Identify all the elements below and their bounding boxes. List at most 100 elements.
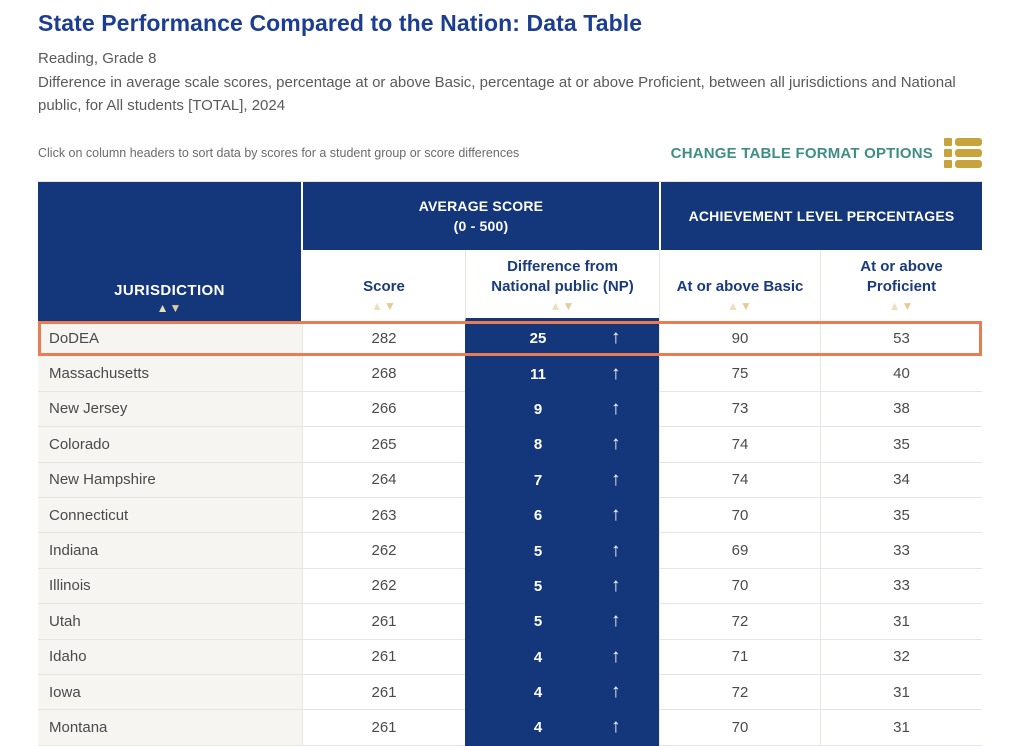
difference-cell: 5 ↑	[465, 604, 659, 640]
up-arrow-icon: ↑	[611, 716, 621, 738]
up-arrow-icon: ↑	[611, 645, 621, 667]
difference-value: 6	[533, 507, 543, 525]
table-row[interactable]: Colorado 265 8 ↑ 74 35	[38, 427, 982, 463]
column-header-difference[interactable]: Difference from National public (NP) ▲▼	[465, 250, 659, 321]
difference-cell: 6 ↑	[465, 497, 659, 534]
difference-cell: 5 ↑	[465, 533, 659, 569]
change-table-format-label: CHANGE TABLE FORMAT OPTIONS	[670, 144, 933, 162]
jurisdiction-cell: Iowa	[38, 674, 303, 711]
difference-value: 5	[533, 542, 543, 560]
score-cell: 268	[303, 356, 465, 392]
proficient-cell: 38	[820, 391, 982, 428]
sort-arrows-icon: ▲▼	[156, 301, 183, 315]
difference-header-line1: Difference from	[507, 257, 618, 275]
score-cell: 261	[303, 640, 465, 675]
table-row[interactable]: Utah 261 5 ↑ 72 31	[38, 604, 982, 640]
up-arrow-icon: ↑	[611, 433, 621, 455]
difference-value: 4	[533, 684, 543, 702]
table-row[interactable]: Idaho 261 4 ↑ 71 32	[38, 639, 982, 675]
sort-arrows-icon: ▲▼	[549, 299, 576, 313]
table-row-dodea[interactable]: DoDEA 282 25 ↑ 90 53	[38, 321, 982, 357]
up-arrow-icon: ↑	[611, 362, 621, 384]
score-cell: 261	[303, 604, 465, 640]
score-cell: 266	[303, 392, 465, 428]
jurisdiction-cell: New Hampshire	[38, 462, 303, 498]
change-table-format-button[interactable]: CHANGE TABLE FORMAT OPTIONS	[671, 138, 982, 168]
up-arrow-icon: ↑	[611, 468, 621, 490]
basic-cell: 74	[659, 427, 820, 463]
jurisdiction-cell: Illinois	[38, 568, 303, 605]
table-row[interactable]: Montana 261 4 ↑ 70 31	[38, 710, 982, 746]
proficient-cell: 33	[820, 533, 982, 569]
score-cell: 262	[303, 533, 465, 569]
difference-value: 8	[533, 436, 543, 454]
table-row[interactable]: New Hampshire 264 7 ↑ 74 34	[38, 462, 982, 498]
score-cell: 265	[303, 427, 465, 463]
difference-cell: 7 ↑	[465, 462, 659, 498]
difference-value: 9	[533, 400, 543, 418]
difference-value: 25	[529, 330, 547, 348]
difference-cell: 11 ↑	[465, 356, 659, 392]
proficient-header-line1: At or above	[860, 257, 943, 275]
sort-arrows-icon: ▲▼	[727, 299, 753, 313]
score-cell: 261	[303, 675, 465, 711]
proficient-cell: 34	[820, 462, 982, 498]
jurisdiction-cell: Utah	[38, 604, 303, 640]
proficient-cell: 33	[820, 568, 982, 605]
difference-cell: 4 ↑	[465, 710, 659, 746]
basic-cell: 75	[659, 356, 820, 392]
subject-grade-subtitle: Reading, Grade 8	[38, 50, 157, 67]
difference-header-line2: National public (NP)	[491, 277, 634, 295]
column-header-jurisdiction[interactable]: JURISDICTION ▲▼	[38, 182, 303, 321]
up-arrow-icon: ↑	[611, 574, 621, 596]
up-arrow-icon: ↑	[611, 397, 621, 419]
difference-cell: 8 ↑	[465, 427, 659, 463]
jurisdiction-header-label: JURISDICTION	[114, 282, 225, 299]
column-header-score[interactable]: Score ▲▼	[303, 250, 465, 321]
sort-hint-text: Click on column headers to sort data by …	[38, 146, 520, 160]
sort-arrows-icon: ▲▼	[888, 299, 915, 313]
proficient-cell: 31	[820, 710, 982, 746]
table-row[interactable]: Indiana 262 5 ↑ 69 33	[38, 533, 982, 569]
table-header: JURISDICTION ▲▼ AVERAGE SCORE (0 - 500) …	[38, 182, 982, 321]
data-table: JURISDICTION ▲▼ AVERAGE SCORE (0 - 500) …	[38, 181, 982, 746]
table-row[interactable]: Illinois 262 5 ↑ 70 33	[38, 568, 982, 605]
difference-cell: 9 ↑	[465, 391, 659, 428]
jurisdiction-cell: Connecticut	[38, 497, 303, 534]
basic-cell: 74	[659, 462, 820, 498]
score-cell: 263	[303, 498, 465, 534]
basic-cell: 72	[659, 674, 820, 711]
table-row[interactable]: New Jersey 266 9 ↑ 73 38	[38, 391, 982, 428]
score-header-label: Score	[363, 277, 405, 295]
table-row[interactable]: Connecticut 263 6 ↑ 70 35	[38, 497, 982, 534]
proficient-cell: 35	[820, 427, 982, 463]
jurisdiction-cell: Indiana	[38, 533, 303, 569]
score-cell: 282	[303, 321, 465, 357]
difference-value: 5	[533, 577, 543, 595]
difference-cell: 4 ↑	[465, 639, 659, 675]
table-row[interactable]: Iowa 261 4 ↑ 72 31	[38, 674, 982, 711]
average-score-label: AVERAGE SCORE	[418, 197, 544, 214]
basic-cell: 72	[659, 604, 820, 640]
column-header-proficient[interactable]: At or above Proficient ▲▼	[820, 250, 982, 321]
basic-cell: 90	[659, 321, 820, 357]
proficient-cell: 53	[820, 321, 982, 357]
up-arrow-icon: ↑	[611, 681, 621, 703]
basic-cell: 70	[659, 497, 820, 534]
jurisdiction-cell: Massachusetts	[38, 356, 303, 392]
proficient-cell: 32	[820, 639, 982, 675]
difference-cell: 5 ↑	[465, 568, 659, 605]
table-row[interactable]: Massachusetts 268 11 ↑ 75 40	[38, 356, 982, 392]
achievement-levels-label: ACHIEVEMENT LEVEL PERCENTAGES	[688, 207, 955, 224]
column-header-basic[interactable]: At or above Basic ▲▼	[659, 250, 820, 321]
sort-arrows-icon: ▲▼	[371, 299, 397, 313]
proficient-cell: 31	[820, 674, 982, 711]
proficient-header-line2: Proficient	[866, 277, 937, 295]
basic-cell: 73	[659, 391, 820, 428]
average-score-range: (0 - 500)	[453, 218, 509, 234]
score-cell: 262	[303, 569, 465, 605]
basic-cell: 69	[659, 533, 820, 569]
difference-cell: 25 ↑	[465, 321, 659, 357]
up-arrow-icon: ↑	[611, 539, 621, 561]
